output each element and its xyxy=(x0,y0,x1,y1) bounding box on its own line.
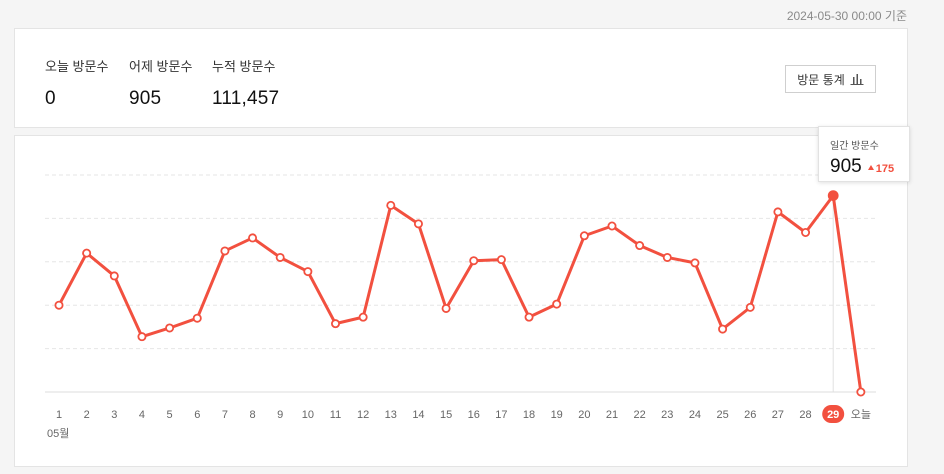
x-axis-month-label: 05월 xyxy=(47,427,69,440)
data-point[interactable] xyxy=(801,228,811,238)
data-point[interactable] xyxy=(469,256,479,266)
stat-today: 오늘 방문수 0 xyxy=(45,56,108,110)
data-point[interactable] xyxy=(358,312,368,322)
stat-total: 누적 방문수 111,457 xyxy=(212,56,279,110)
stat-today-value: 0 xyxy=(45,88,56,109)
x-tick-label: 21 xyxy=(606,409,618,421)
x-tick-label: 19 xyxy=(551,409,563,421)
x-tick-label: 5 xyxy=(167,409,173,421)
x-tick-label: 25 xyxy=(716,409,728,421)
chart-points[interactable] xyxy=(54,190,866,397)
chart-grid xyxy=(45,174,876,393)
stat-yesterday-value: 905 xyxy=(129,88,162,109)
highlight-tick-badge xyxy=(822,405,845,423)
x-tick-label: 17 xyxy=(495,409,507,421)
x-tick-label: 15 xyxy=(440,409,452,421)
data-point[interactable] xyxy=(386,200,396,210)
tooltip-delta: 175 xyxy=(867,163,895,175)
x-tick-label: 14 xyxy=(412,409,424,421)
data-point[interactable] xyxy=(303,267,313,277)
x-tick-label: 4 xyxy=(139,409,145,421)
data-point[interactable] xyxy=(54,300,64,310)
tooltip-label: 일간 방문수 xyxy=(830,141,879,152)
x-tick-label: 2 xyxy=(84,409,90,421)
x-tick-label: 12 xyxy=(357,409,369,421)
daily-visits-chart-card xyxy=(14,135,908,467)
x-tick-label: 10 xyxy=(302,409,314,421)
visit-stats-button-label: 방문 통계 xyxy=(797,72,845,87)
x-tick-label: 3 xyxy=(111,409,117,421)
chart-tooltip: 일간 방문수 905 175 xyxy=(818,126,910,182)
data-point[interactable] xyxy=(607,221,617,231)
up-arrow-icon xyxy=(867,165,874,170)
stat-yesterday: 어제 방문수 905 xyxy=(129,56,192,110)
data-point[interactable] xyxy=(718,324,728,334)
bar-chart-icon xyxy=(850,73,864,85)
data-point[interactable] xyxy=(220,246,230,256)
visit-stats-card: 오늘 방문수 0 어제 방문수 905 누적 방문수 111,457 방문 통계 xyxy=(14,28,908,128)
data-point[interactable] xyxy=(496,255,506,265)
chart-x-axis: 1 2 3 4 5 6 7 8 9 10 11 12 13 14 15 16 17 18 19 20 21 22 23 24 2… xyxy=(47,405,871,440)
stat-today-label: 오늘 방문수 xyxy=(45,59,109,74)
x-tick-label: 20 xyxy=(578,409,590,421)
data-point[interactable] xyxy=(248,233,258,243)
x-tick-label: 1 xyxy=(56,409,62,421)
data-point[interactable] xyxy=(192,313,202,323)
data-point[interactable] xyxy=(524,312,534,322)
data-point[interactable] xyxy=(413,219,423,229)
x-tick-label: 29 xyxy=(827,409,839,421)
chart-series xyxy=(57,194,863,394)
data-point[interactable] xyxy=(745,302,755,312)
x-tick-label: 7 xyxy=(222,409,228,421)
data-point[interactable] xyxy=(690,258,700,268)
x-tick-label: 오늘 xyxy=(851,408,871,421)
x-tick-label: 11 xyxy=(330,409,341,421)
x-tick-label: 23 xyxy=(661,409,673,421)
x-tick-label: 18 xyxy=(523,409,535,421)
x-tick-label: 8 xyxy=(249,409,255,421)
tooltip-delta-value: 175 xyxy=(875,163,895,175)
data-point[interactable] xyxy=(552,299,562,309)
data-point[interactable] xyxy=(82,248,92,258)
data-point[interactable] xyxy=(579,231,589,241)
stat-total-value: 111,457 xyxy=(212,88,280,109)
data-point[interactable] xyxy=(662,252,672,262)
x-tick-label: 28 xyxy=(799,409,811,421)
series-line-daily-visits xyxy=(57,194,863,394)
x-tick-label: 9 xyxy=(277,409,283,421)
data-point[interactable] xyxy=(137,332,147,342)
stat-yesterday-label: 어제 방문수 xyxy=(129,59,193,74)
x-tick-label: 27 xyxy=(772,409,784,421)
data-point[interactable] xyxy=(109,271,119,281)
x-tick-label: 13 xyxy=(385,409,397,421)
x-tick-label: 24 xyxy=(689,409,701,421)
data-point[interactable] xyxy=(635,241,645,251)
data-timestamp: 2024-05-30 00:00 기준 xyxy=(786,9,907,23)
x-tick-label: 22 xyxy=(634,409,646,421)
data-point[interactable] xyxy=(827,190,839,202)
data-point[interactable] xyxy=(856,387,866,397)
data-point[interactable] xyxy=(330,319,340,329)
visit-stats-button[interactable]: 방문 통계 xyxy=(785,65,876,93)
tooltip-value: 905 xyxy=(830,156,862,177)
x-tick-label: 16 xyxy=(468,409,480,421)
data-point[interactable] xyxy=(165,323,175,333)
stat-total-label: 누적 방문수 xyxy=(212,59,276,74)
x-tick-label: 26 xyxy=(744,409,756,421)
data-point[interactable] xyxy=(773,207,783,217)
data-point[interactable] xyxy=(441,303,451,313)
x-tick-label: 6 xyxy=(194,409,200,421)
data-point[interactable] xyxy=(275,252,285,262)
